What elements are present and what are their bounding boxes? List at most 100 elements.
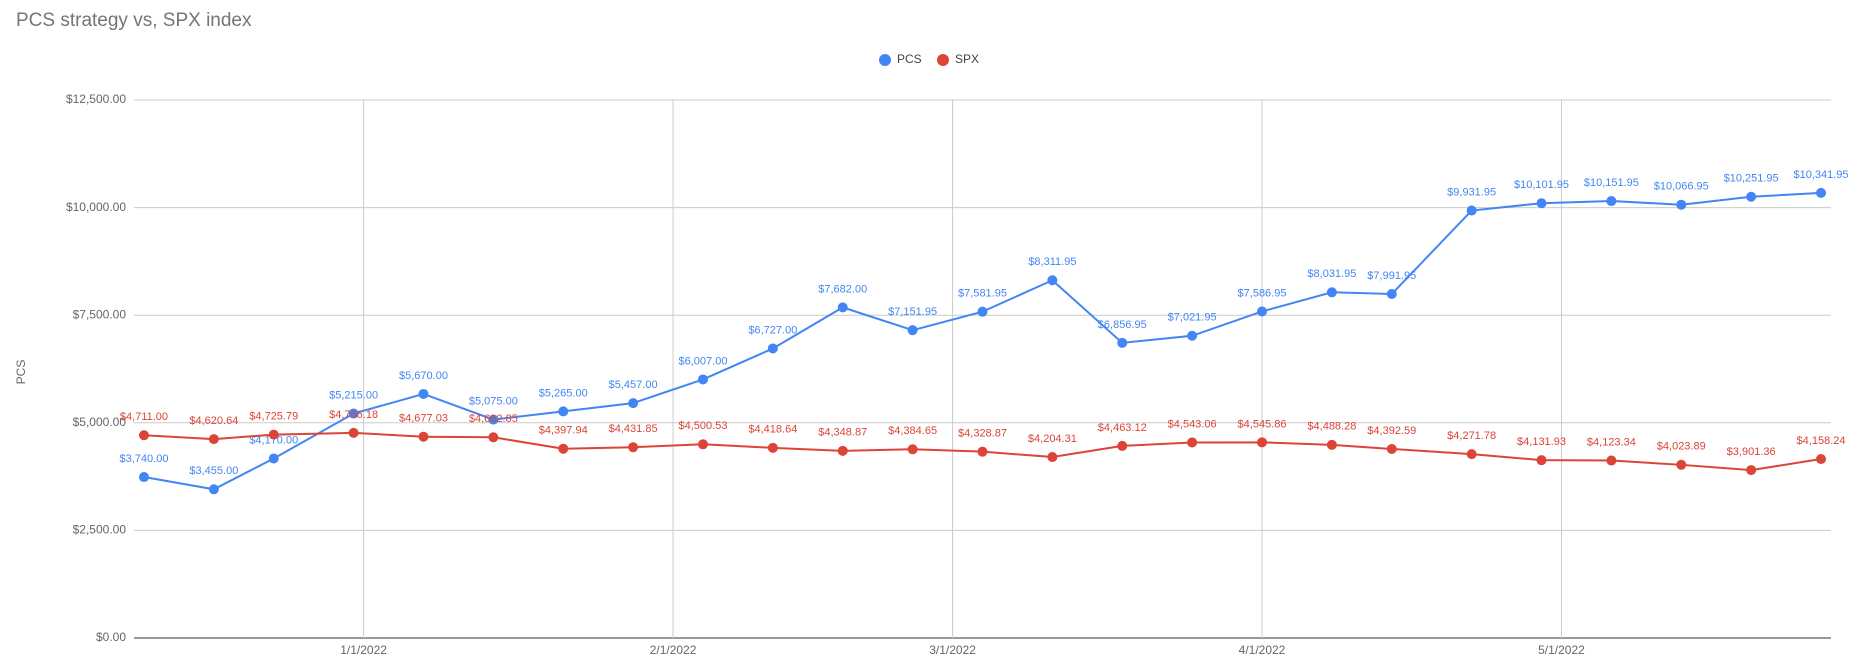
- data-label: $4,711.00: [120, 411, 168, 423]
- data-point: [1047, 452, 1058, 463]
- data-point: [1746, 465, 1757, 476]
- data-point: [1466, 205, 1477, 216]
- data-label: $4,158.24: [1797, 435, 1846, 447]
- x-tick-label: 2/1/2022: [650, 643, 697, 657]
- x-tick-label: 1/1/2022: [340, 643, 387, 657]
- data-point: [1117, 337, 1128, 348]
- y-tick-label: $0.00: [96, 630, 126, 644]
- data-point: [628, 442, 639, 453]
- data-label: $3,455.00: [189, 465, 238, 477]
- data-point: [907, 325, 918, 336]
- data-label: $8,311.95: [1028, 256, 1076, 268]
- data-point: [1326, 439, 1337, 450]
- data-point: [418, 388, 429, 399]
- data-label: $6,856.95: [1098, 319, 1147, 331]
- data-point: [1326, 287, 1337, 298]
- data-label: $4,023.89: [1657, 441, 1706, 453]
- series-line: [143, 191, 1822, 491]
- data-point: [837, 302, 848, 313]
- data-label: $3,740.00: [120, 453, 169, 465]
- data-point: [1676, 459, 1687, 470]
- data-point: [1536, 198, 1547, 209]
- y-tick-label: $10,000.00: [66, 200, 126, 214]
- data-label: $4,131.93: [1517, 436, 1566, 448]
- legend-label: SPX: [955, 52, 979, 66]
- data-point: [1257, 437, 1268, 448]
- data-point: [1257, 306, 1268, 317]
- data-point: [1466, 449, 1477, 460]
- data-label: $10,101.95: [1514, 179, 1569, 191]
- data-point: [1606, 455, 1617, 466]
- data-label: $7,586.95: [1238, 287, 1287, 299]
- data-point: [697, 439, 708, 450]
- data-point: [1676, 199, 1687, 210]
- data-label: $4,123.34: [1587, 436, 1636, 448]
- data-point: [208, 434, 219, 445]
- data-label: $7,682.00: [818, 283, 867, 295]
- data-label: $4,348.87: [818, 427, 867, 439]
- data-label: $4,545.86: [1238, 418, 1287, 430]
- data-label: $7,021.95: [1168, 312, 1217, 324]
- data-label: $4,431.85: [609, 423, 658, 435]
- data-point: [1386, 443, 1397, 454]
- data-point: [1606, 196, 1617, 207]
- data-point: [348, 427, 359, 438]
- data-point: [558, 406, 569, 417]
- chart-title: PCS strategy vs, SPX index: [16, 10, 252, 31]
- data-point: [488, 414, 499, 425]
- data-point: [1816, 187, 1827, 198]
- data-point: [837, 445, 848, 456]
- data-point: [1386, 289, 1397, 300]
- data-label: $5,265.00: [539, 387, 588, 399]
- data-point: [697, 374, 708, 385]
- data-label: $4,204.31: [1028, 433, 1077, 445]
- data-label: $6,727.00: [748, 324, 797, 336]
- data-label: $10,251.95: [1724, 173, 1779, 185]
- data-label: $4,463.12: [1098, 422, 1147, 434]
- data-label: $4,328.87: [958, 428, 1007, 440]
- data-label: $5,457.00: [609, 379, 658, 391]
- data-label: $4,620.64: [189, 415, 238, 427]
- x-tick-label: 3/1/2022: [929, 643, 976, 657]
- data-label: $4,392.59: [1367, 425, 1416, 437]
- data-point: [1117, 440, 1128, 451]
- data-point: [907, 444, 918, 455]
- data-point: [977, 446, 988, 457]
- data-label: $8,031.95: [1307, 268, 1356, 280]
- data-label: $4,397.94: [539, 425, 588, 437]
- data-point: [1816, 454, 1827, 465]
- data-point: [348, 408, 359, 419]
- data-label: $7,991.95: [1367, 270, 1416, 282]
- data-label: $5,075.00: [469, 395, 518, 407]
- data-point: [767, 442, 778, 453]
- data-point: [1187, 330, 1198, 341]
- data-label: $9,931.95: [1447, 186, 1496, 198]
- data-label: $10,341.95: [1793, 169, 1848, 181]
- data-label: $6,007.00: [679, 355, 728, 367]
- x-tick-label: 5/1/2022: [1538, 643, 1585, 657]
- data-label: $4,662.85: [469, 413, 518, 425]
- data-point: [1187, 437, 1198, 448]
- data-label: $10,066.95: [1654, 181, 1709, 193]
- data-label: $5,215.00: [329, 389, 378, 401]
- data-point: [767, 343, 778, 354]
- y-axis-label: PCS: [14, 360, 28, 385]
- data-point: [268, 429, 279, 440]
- data-label: $4,725.79: [249, 411, 298, 423]
- data-point: [977, 306, 988, 317]
- data-label: $4,677.03: [399, 413, 448, 425]
- legend-label: PCS: [897, 52, 922, 66]
- y-tick-label: $2,500.00: [73, 523, 127, 537]
- data-label: $4,488.28: [1307, 421, 1356, 433]
- data-label: $4,500.53: [679, 420, 728, 432]
- data-label: $3,901.36: [1727, 446, 1776, 458]
- data-point: [488, 432, 499, 443]
- data-label: $4,170.00: [249, 434, 298, 446]
- x-tick-label: 4/1/2022: [1239, 643, 1286, 657]
- data-point: [418, 431, 429, 442]
- data-label: $7,581.95: [958, 288, 1007, 300]
- data-label: $4,418.64: [748, 424, 797, 436]
- data-label: $4,271.78: [1447, 430, 1496, 442]
- data-point: [558, 443, 569, 454]
